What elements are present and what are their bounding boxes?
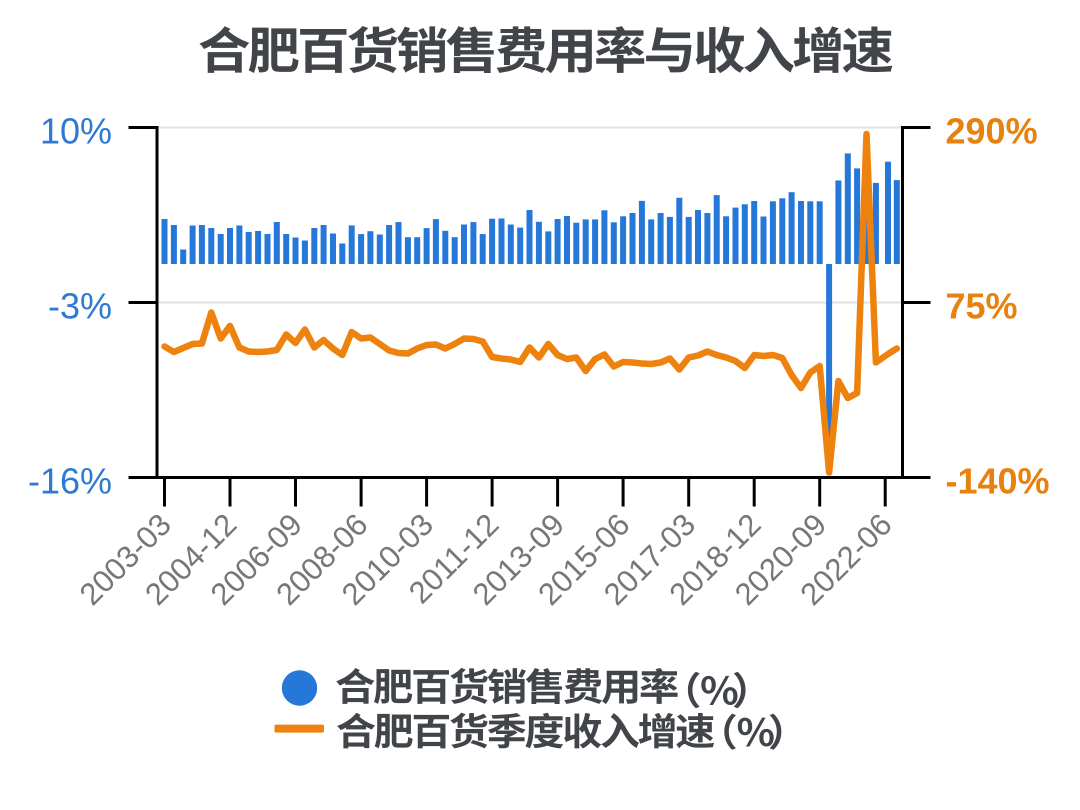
svg-text:-16%: -16% xyxy=(28,461,112,502)
svg-text:-140%: -140% xyxy=(946,461,1050,502)
svg-text:10%: 10% xyxy=(40,111,112,152)
svg-text:290%: 290% xyxy=(946,111,1038,152)
svg-text:-3%: -3% xyxy=(48,286,112,327)
svg-text:75%: 75% xyxy=(946,286,1018,327)
